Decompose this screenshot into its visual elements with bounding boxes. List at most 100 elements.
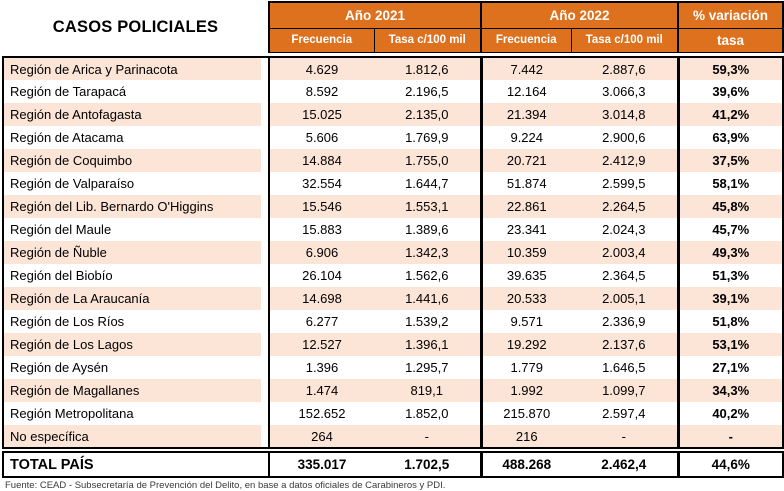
variacion-cell: 49,3%	[676, 241, 784, 264]
variacion-cell: 41,2%	[676, 103, 784, 126]
table-row: Región de Los Ríos 6.277 1.539,2 9.571 2.336…	[2, 310, 784, 333]
spacer-cell	[261, 264, 269, 287]
spacer-cell	[261, 103, 269, 126]
variacion-cell: 58,1%	[676, 172, 784, 195]
tasa-2022-cell: 2.003,4	[571, 241, 678, 264]
table-row: Región Metropolitana 152.652 1.852,0 215.87…	[2, 402, 784, 425]
header-frecuencia-2021: Frecuencia	[268, 27, 375, 53]
variacion-cell: 44,6%	[676, 451, 784, 478]
frecuencia-2022-cell: 1.992	[479, 379, 571, 402]
table-row: Región del Lib. Bernardo O'Higgins 15.546…	[2, 195, 784, 218]
region-cell: Región de Arica y Parinacota	[2, 56, 261, 80]
tasa-2021-cell: 1.702,5	[374, 451, 481, 478]
spacer-cell	[261, 172, 269, 195]
tasa-2022-cell: 2.462,4	[571, 451, 678, 478]
region-cell: Región de Atacama	[2, 126, 261, 149]
variacion-cell: 59,3%	[676, 56, 784, 80]
table-row: Región de Aysén 1.396 1.295,7 1.779 1.646,5 2…	[2, 356, 784, 379]
tasa-2022-cell: 2.412,9	[571, 149, 678, 172]
tasa-2022-cell: 2.336,9	[571, 310, 678, 333]
region-cell: Región de Aysén	[2, 356, 261, 379]
frecuencia-2021-cell: 15.025	[268, 103, 374, 126]
frecuencia-2022-cell: 216	[479, 425, 571, 449]
variacion-cell: 51,8%	[676, 310, 784, 333]
tasa-2021-cell: 1.389,6	[374, 218, 481, 241]
tasa-2022-cell: 2.887,6	[571, 56, 678, 80]
spacer-cell	[261, 310, 269, 333]
spacer-row	[3, 52, 783, 57]
header-variacion-line2: tasa	[677, 27, 784, 53]
frecuencia-2021-cell: 32.554	[268, 172, 374, 195]
casos-policiales-table: CASOS POLICIALES Año 2021 Año 2022 % var…	[2, 1, 784, 478]
frecuencia-2021-cell: 335.017	[268, 451, 374, 478]
tasa-2022-cell: 2.005,1	[571, 287, 678, 310]
frecuencia-2021-cell: 1.474	[268, 379, 374, 402]
frecuencia-2022-cell: 22.861	[479, 195, 571, 218]
variacion-cell: 53,1%	[676, 333, 784, 356]
frecuencia-2021-cell: 264	[268, 425, 374, 449]
total-label-cell: TOTAL PAÍS	[2, 451, 261, 478]
variacion-cell: 45,7%	[676, 218, 784, 241]
frecuencia-2022-cell: 39.635	[479, 264, 571, 287]
frecuencia-2021-cell: 14.884	[268, 149, 374, 172]
page-title: CASOS POLICIALES	[3, 2, 269, 52]
table-row: Región de Atacama 5.606 1.769,9 9.224 2.900,…	[2, 126, 784, 149]
header-tasa-2021: Tasa c/100 mil	[373, 27, 482, 53]
region-cell: Región Metropolitana	[2, 402, 261, 425]
table-row: Región de Valparaíso 32.554 1.644,7 51.874 2…	[2, 172, 784, 195]
variacion-cell: 40,2%	[676, 402, 784, 425]
region-cell: Región de Tarapacá	[2, 80, 261, 103]
table-row: Región de Tarapacá 8.592 2.196,5 12.164 3.06…	[2, 80, 784, 103]
tasa-2022-cell: 3.066,3	[571, 80, 678, 103]
tasa-2021-cell: 819,1	[374, 379, 481, 402]
spacer-cell	[261, 287, 269, 310]
spacer-cell	[261, 425, 269, 449]
frecuencia-2021-cell: 6.906	[268, 241, 374, 264]
tasa-2021-cell: 1.852,0	[374, 402, 481, 425]
tasa-2022-cell: 2.900,6	[571, 126, 678, 149]
spacer-cell	[261, 218, 269, 241]
table-row: Región de La Araucanía 14.698 1.441,6 20.53…	[2, 287, 784, 310]
frecuencia-2022-cell: 215.870	[479, 402, 571, 425]
variacion-cell: -	[676, 425, 784, 449]
region-cell: Región de La Araucanía	[2, 287, 261, 310]
region-cell: Región del Biobío	[2, 264, 261, 287]
variacion-cell: 39,1%	[676, 287, 784, 310]
tasa-2022-cell: 2.137,6	[571, 333, 678, 356]
header-sub-row: Frecuencia Tasa c/100 mil Frecuencia Tas…	[3, 27, 784, 53]
spacer-row	[3, 448, 783, 452]
frecuencia-2021-cell: 12.527	[268, 333, 374, 356]
table-row: Región de Antofagasta 15.025 2.135,0 21.394…	[2, 103, 784, 126]
region-cell: Región del Maule	[2, 218, 261, 241]
tasa-2022-cell: 2.024,3	[571, 218, 678, 241]
frecuencia-2021-cell: 6.277	[268, 310, 374, 333]
frecuencia-2022-cell: 12.164	[479, 80, 571, 103]
tasa-2022-cell: 1.646,5	[571, 356, 678, 379]
tasa-2021-cell: 1.553,1	[374, 195, 481, 218]
tasa-2021-cell: 1.769,9	[374, 126, 481, 149]
frecuencia-2021-cell: 15.883	[268, 218, 374, 241]
tasa-2021-cell: 1.396,1	[374, 333, 481, 356]
variacion-cell: 63,9%	[676, 126, 784, 149]
region-cell: Región de Valparaíso	[2, 172, 261, 195]
frecuencia-2022-cell: 7.442	[479, 56, 571, 80]
tasa-2021-cell: 2.196,5	[374, 80, 481, 103]
variacion-cell: 27,1%	[676, 356, 784, 379]
table-row: Región del Maule 15.883 1.389,6 23.341 2.024…	[2, 218, 784, 241]
tasa-2022-cell: -	[571, 425, 678, 449]
table-row: Región de Ñuble 6.906 1.342,3 10.359 2.003,4…	[2, 241, 784, 264]
tasa-2021-cell: -	[374, 425, 481, 449]
frecuencia-2022-cell: 20.533	[479, 287, 571, 310]
region-cell: No específica	[2, 425, 261, 449]
region-cell: Región de Coquimbo	[2, 149, 261, 172]
table-row: Región del Biobío 26.104 1.562,6 39.635 2.36…	[2, 264, 784, 287]
frecuencia-2022-cell: 9.571	[479, 310, 571, 333]
frecuencia-2021-cell: 4.629	[268, 56, 374, 80]
spacer-cell	[261, 195, 269, 218]
tasa-2021-cell: 1.562,6	[374, 264, 481, 287]
region-cell: Región de Magallanes	[2, 379, 261, 402]
variacion-cell: 39,6%	[676, 80, 784, 103]
frecuencia-2021-cell: 152.652	[268, 402, 374, 425]
tasa-2021-cell: 1.644,7	[374, 172, 481, 195]
